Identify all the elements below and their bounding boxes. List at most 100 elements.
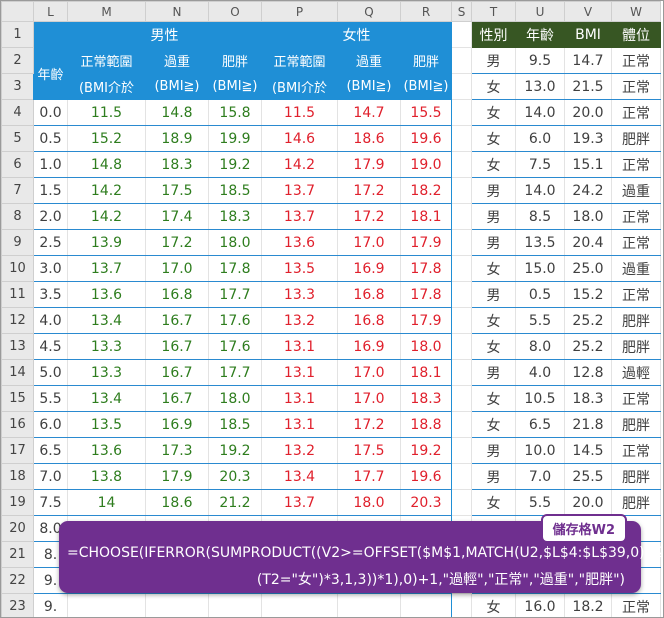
female-fat-cell[interactable]: 19.6 — [400, 463, 452, 490]
male-normal-cell[interactable]: 13.4 — [67, 307, 146, 334]
column-header[interactable]: M — [67, 1, 146, 22]
male-fat-cell[interactable]: 15.8 — [208, 99, 262, 126]
male-normal-cell[interactable]: 13.4 — [67, 385, 146, 412]
gender-cell[interactable]: 男 — [471, 359, 516, 386]
male-fat-subheader[interactable]: (BMI≧) — [208, 73, 262, 100]
cell[interactable] — [33, 21, 68, 48]
cell[interactable] — [451, 177, 472, 204]
female-fat-cell[interactable]: 17.9 — [400, 229, 452, 256]
male-normal-cell[interactable]: 13.5 — [67, 411, 146, 438]
age-cell[interactable]: 4.0 — [33, 307, 68, 334]
age-cell[interactable]: 16.0 — [515, 593, 565, 617]
bmi-cell[interactable]: 18.2 — [564, 593, 612, 617]
male-over-cell[interactable]: 17.3 — [145, 437, 209, 464]
bmi-cell[interactable]: 20.0 — [564, 99, 612, 126]
male-normal-cell[interactable]: 14.2 — [67, 177, 146, 204]
body-cell[interactable]: 肥胖 — [611, 333, 661, 360]
age-cell[interactable]: 10.0 — [515, 437, 565, 464]
body-cell[interactable]: 肥胖 — [611, 125, 661, 152]
row-number[interactable]: 9 — [1, 229, 34, 256]
male-normal-cell[interactable]: 13.8 — [67, 463, 146, 490]
age-cell[interactable]: 6.5 — [515, 411, 565, 438]
row-number[interactable]: 21 — [1, 541, 34, 568]
cell[interactable] — [451, 489, 472, 516]
male-normal-cell[interactable]: 13.3 — [67, 359, 146, 386]
column-header[interactable]: W — [611, 1, 661, 22]
male-normal-cell[interactable]: 13.6 — [67, 281, 146, 308]
age-cell[interactable]: 7.5 — [33, 489, 68, 516]
gender-cell[interactable]: 女 — [471, 255, 516, 282]
bmi-cell[interactable]: 20.4 — [564, 229, 612, 256]
male-normal-cell[interactable]: 14.8 — [67, 151, 146, 178]
male-fat-cell[interactable]: 21.2 — [208, 489, 262, 516]
female-fat-cell[interactable]: 20.3 — [400, 489, 452, 516]
female-normal-cell[interactable]: 13.1 — [261, 385, 338, 412]
gender-cell[interactable]: 女 — [471, 151, 516, 178]
cell[interactable] — [451, 307, 472, 334]
female-fat-header[interactable]: 肥胖 — [400, 47, 452, 74]
bmi-cell[interactable]: 15.1 — [564, 151, 612, 178]
gender-cell[interactable]: 女 — [471, 73, 516, 100]
bmi-cell[interactable]: 18.0 — [564, 203, 612, 230]
female-fat-cell[interactable]: 18.2 — [400, 177, 452, 204]
gender-cell[interactable]: 女 — [471, 99, 516, 126]
age-cell[interactable]: 7.0 — [515, 463, 565, 490]
female-fat-cell[interactable]: 17.8 — [400, 255, 452, 282]
age-cell[interactable]: 3.5 — [33, 281, 68, 308]
cell[interactable] — [451, 411, 472, 438]
row-number[interactable]: 22 — [1, 567, 34, 594]
column-header[interactable]: V — [564, 1, 612, 22]
age-cell[interactable]: 5.5 — [515, 307, 565, 334]
bmi-cell[interactable]: 14.7 — [564, 47, 612, 74]
gender-cell[interactable]: 男 — [471, 437, 516, 464]
age-cell[interactable]: 14.0 — [515, 99, 565, 126]
age-label-cell[interactable]: 年齡 — [33, 47, 68, 100]
row-number[interactable]: 12 — [1, 307, 34, 334]
body-cell[interactable]: 正常 — [611, 73, 661, 100]
gender-header-cell[interactable]: 性別 — [471, 21, 516, 48]
female-over-subheader[interactable]: (BMI≧) — [337, 73, 401, 100]
male-normal-cell[interactable]: 11.5 — [67, 99, 146, 126]
age-cell[interactable]: 6.0 — [515, 125, 565, 152]
row-number[interactable]: 18 — [1, 463, 34, 490]
male-fat-cell[interactable]: 17.6 — [208, 333, 262, 360]
body-cell[interactable]: 肥胖 — [611, 463, 661, 490]
male-normal-cell[interactable]: 15.2 — [67, 125, 146, 152]
cell[interactable] — [451, 359, 472, 386]
row-number[interactable]: 6 — [1, 151, 34, 178]
gender-cell[interactable]: 女 — [471, 385, 516, 412]
age-cell[interactable]: 15.0 — [515, 255, 565, 282]
body-cell[interactable]: 肥胖 — [611, 307, 661, 334]
female-fat-cell[interactable] — [400, 593, 452, 617]
female-over-cell[interactable]: 18.0 — [337, 489, 401, 516]
age-cell[interactable]: 0.5 — [33, 125, 68, 152]
female-normal-cell[interactable]: 13.7 — [261, 203, 338, 230]
male-fat-cell[interactable]: 17.8 — [208, 255, 262, 282]
gender-cell[interactable]: 女 — [471, 125, 516, 152]
female-fat-subheader[interactable]: (BMI≧) — [400, 73, 452, 100]
column-header[interactable]: R — [400, 1, 452, 22]
female-over-cell[interactable]: 17.2 — [337, 203, 401, 230]
row-number[interactable]: 7 — [1, 177, 34, 204]
row-number[interactable]: 8 — [1, 203, 34, 230]
male-over-cell[interactable]: 14.8 — [145, 99, 209, 126]
bmi-cell[interactable]: 25.2 — [564, 333, 612, 360]
male-fat-header[interactable]: 肥胖 — [208, 47, 262, 74]
age-header-cell[interactable]: 年齡 — [515, 21, 565, 48]
row-number[interactable]: 11 — [1, 281, 34, 308]
female-normal-cell[interactable] — [261, 593, 338, 617]
age-cell[interactable]: 0.5 — [515, 281, 565, 308]
female-normal-cell[interactable]: 13.2 — [261, 307, 338, 334]
female-normal-cell[interactable]: 13.4 — [261, 463, 338, 490]
bmi-cell[interactable]: 14.5 — [564, 437, 612, 464]
bmi-cell[interactable]: 21.5 — [564, 73, 612, 100]
female-normal-cell[interactable]: 13.6 — [261, 229, 338, 256]
cell[interactable] — [451, 281, 472, 308]
body-cell[interactable]: 正常 — [611, 203, 661, 230]
male-over-cell[interactable]: 16.9 — [145, 411, 209, 438]
gender-cell[interactable]: 女 — [471, 411, 516, 438]
cell[interactable] — [451, 203, 472, 230]
male-fat-cell[interactable]: 18.0 — [208, 385, 262, 412]
female-fat-cell[interactable]: 18.1 — [400, 359, 452, 386]
bmi-cell[interactable]: 12.8 — [564, 359, 612, 386]
